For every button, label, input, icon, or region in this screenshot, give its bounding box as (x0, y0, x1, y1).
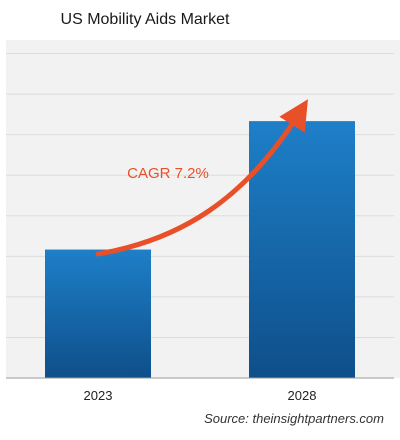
source-note: Source: theinsightpartners.com (204, 411, 384, 426)
bars (45, 121, 355, 379)
bar-2023 (45, 249, 151, 378)
cagr-arrow (95, 99, 308, 257)
x-tick-label-2023: 2023 (84, 388, 113, 403)
chart-title: US Mobility Aids Market (60, 11, 230, 28)
x-tick-label-2028: 2028 (288, 388, 317, 403)
x-tick-labels: 2023 2028 (84, 388, 317, 403)
cagr-annotation: CAGR 7.2% (127, 165, 209, 182)
bar-2028 (249, 121, 355, 379)
